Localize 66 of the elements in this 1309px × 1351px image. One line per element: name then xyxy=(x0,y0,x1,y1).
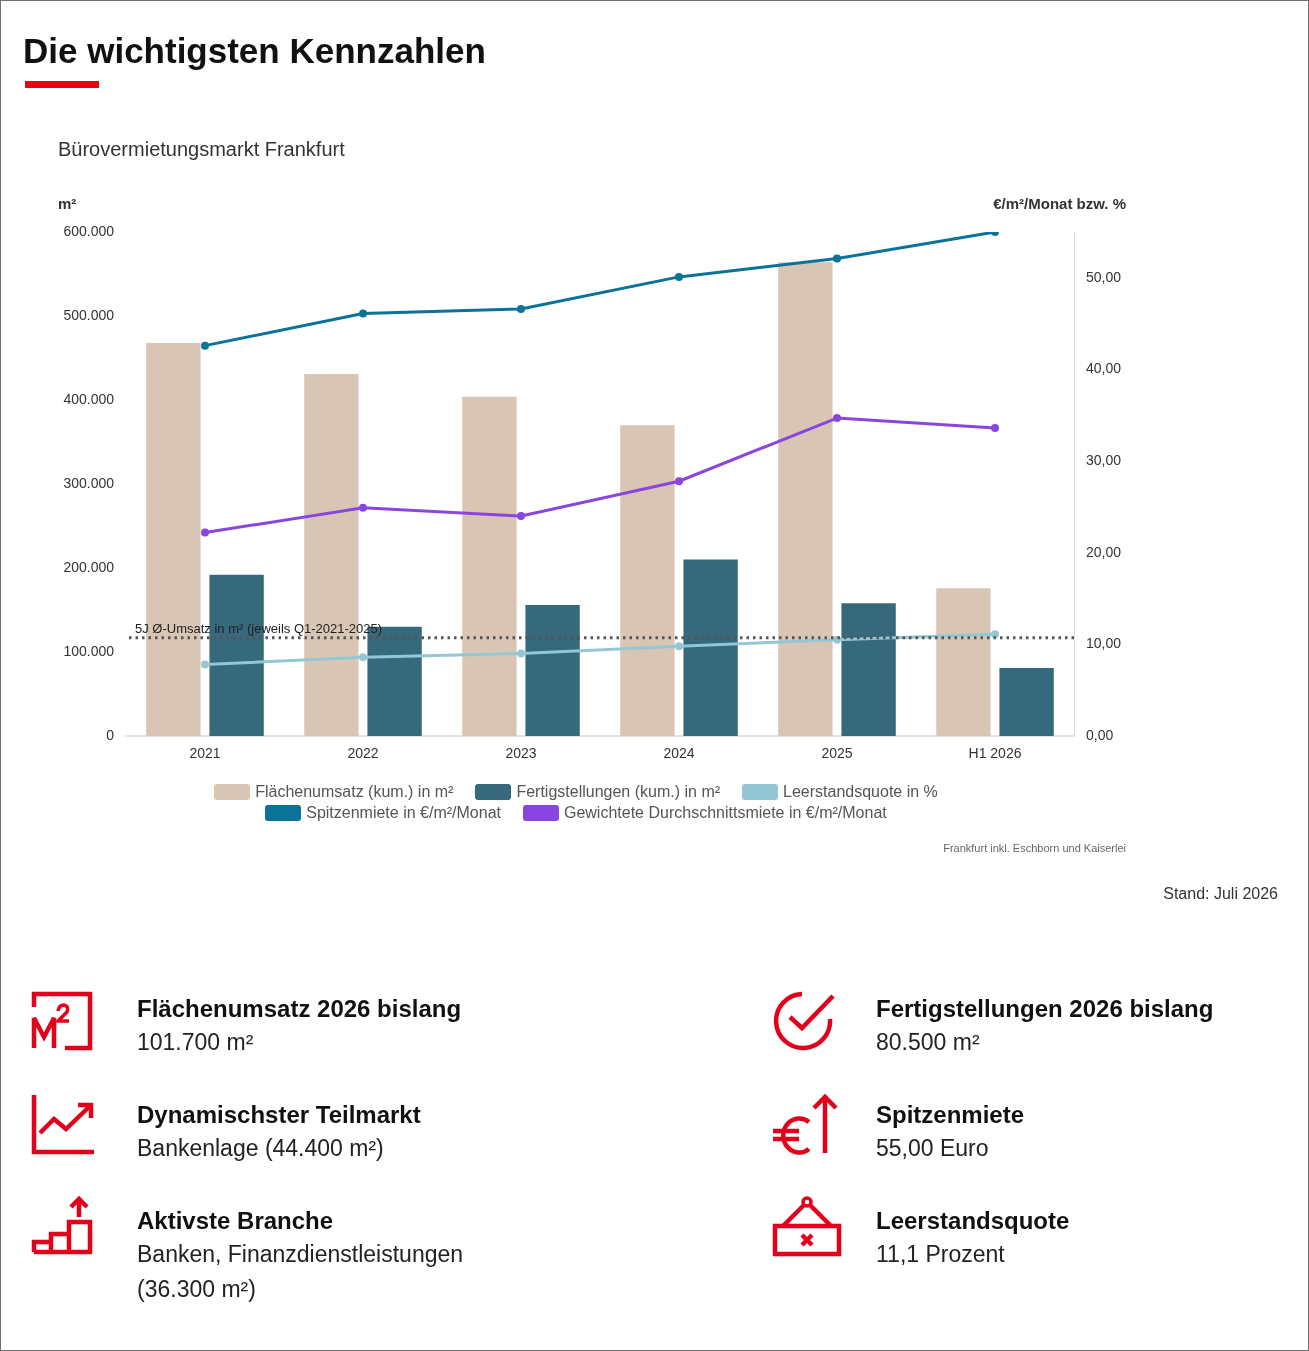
bar xyxy=(620,425,675,736)
text: Aktivste Branche xyxy=(137,1207,334,1234)
y2-tick-label: 20,00 xyxy=(1086,543,1122,560)
point xyxy=(201,341,209,350)
text: 80.500 m² xyxy=(876,1029,980,1055)
legend-label: Flächenumsatz (kum.) in m² xyxy=(255,783,454,801)
text: Banken, Finanzdienstleistungen (36.300 m²) xyxy=(137,1241,464,1302)
point xyxy=(359,503,367,512)
legend-label: Spitzenmiete in €/m²/Monat xyxy=(306,804,501,822)
legend-label: Gewichtete Durchschnittsmiete in €/m²/Monat xyxy=(563,804,887,822)
y-tick-label: 500.000 xyxy=(63,306,115,323)
point xyxy=(517,512,525,521)
text: Flächenumsatz 2026 bislang xyxy=(137,995,462,1022)
text: Fertigstellungen 2026 bislang xyxy=(876,995,1214,1022)
text: 55,00 Euro xyxy=(876,1135,989,1161)
point xyxy=(517,304,525,313)
x-tick-label: 2025 xyxy=(821,745,853,762)
y2-tick-label: 30,00 xyxy=(1086,451,1122,468)
point xyxy=(991,424,999,433)
point xyxy=(833,414,841,423)
point xyxy=(201,528,209,537)
x-tick-label: 2023 xyxy=(505,745,537,762)
x-tick-label: 2022 xyxy=(347,745,379,762)
text: 101.700 m² xyxy=(137,1029,254,1055)
point xyxy=(359,653,367,662)
point xyxy=(675,477,683,486)
x-tick-label: 2024 xyxy=(663,745,695,762)
y-tick-label: 400.000 xyxy=(63,390,115,407)
text: Stand: Juli 2026 xyxy=(1163,885,1278,902)
y2-tick-label: 0,00 xyxy=(1086,726,1114,743)
y-tick-label: 0 xyxy=(106,726,115,743)
text: 11,1 Prozent xyxy=(876,1241,1005,1267)
point xyxy=(675,642,683,651)
bar xyxy=(525,604,580,736)
y-axis-title: m² xyxy=(58,195,77,213)
point xyxy=(991,630,999,639)
legend-label: Fertigstellungen (kum.) in m² xyxy=(516,783,721,801)
bar xyxy=(936,588,991,736)
y-tick-label: 600.000 xyxy=(63,222,115,239)
point xyxy=(517,649,525,658)
y-tick-label: 300.000 xyxy=(63,474,115,491)
text: Dynamischster Teilmarkt xyxy=(137,1101,421,1128)
y2-tick-label: 10,00 xyxy=(1086,635,1122,652)
text: Leerstandsquote xyxy=(876,1207,1070,1234)
point xyxy=(359,309,367,318)
bar xyxy=(462,396,517,736)
y2-tick-label: 50,00 xyxy=(1086,268,1122,285)
chart-subtitle: Bürovermietungsmarkt Frankfurt xyxy=(58,138,345,160)
y2-tick-label: 40,00 xyxy=(1086,360,1122,377)
y-tick-label: 200.000 xyxy=(63,558,115,575)
bar xyxy=(683,559,738,736)
y-tick-label: 100.000 xyxy=(63,642,115,659)
bar xyxy=(778,262,833,736)
x-tick-label: H1 2026 xyxy=(968,745,1022,762)
chart-title: Die wichtigsten Kennzahlen xyxy=(23,31,486,70)
bar xyxy=(841,603,896,736)
text: Bankenlage (44.400 m²) xyxy=(137,1135,384,1161)
bar xyxy=(999,667,1054,736)
text: Spitzenmiete xyxy=(876,1101,1025,1128)
legend-label: Leerstandsquote in % xyxy=(783,783,938,801)
point xyxy=(675,272,683,281)
text: Frankfurt inkl. Eschborn und Kaiserlei xyxy=(943,842,1126,854)
point xyxy=(833,254,841,263)
y2-axis-title: €/m²/Monat bzw. % xyxy=(993,195,1126,213)
x-tick-label: 2021 xyxy=(189,745,221,762)
point xyxy=(201,660,209,669)
